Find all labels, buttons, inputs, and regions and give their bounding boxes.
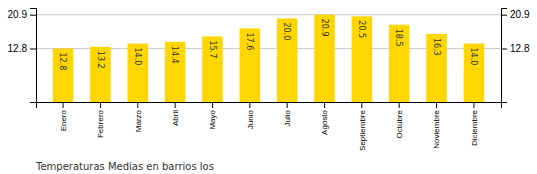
tick-mark xyxy=(501,15,507,16)
data-label: 14.0 xyxy=(133,48,142,66)
tick-mark xyxy=(137,102,138,108)
tick: Agosto xyxy=(320,102,329,135)
title: Temperaturas Medias en barrios los xyxy=(35,161,214,172)
bar xyxy=(426,34,447,102)
data-label: 20.9 xyxy=(320,19,329,37)
y-axis-right: 12.8 20.9 xyxy=(501,9,530,103)
y-axis: 12.8 20.9 xyxy=(8,9,37,103)
bar xyxy=(352,16,373,102)
tick-mark xyxy=(361,102,362,108)
bar xyxy=(240,28,261,102)
tick-label: 20.9 xyxy=(510,9,530,20)
data-label: 20.5 xyxy=(357,20,366,38)
tick: Julio xyxy=(283,102,292,126)
tick: 12.8 xyxy=(501,43,530,54)
data-label: 12.8 xyxy=(58,53,67,71)
tick-label: 20.9 xyxy=(8,9,28,20)
bar xyxy=(314,15,335,102)
tick-label: Septiembre xyxy=(358,109,367,150)
tick-mark xyxy=(100,102,101,108)
data-labels: 12.8 13.2 14.0 14.4 15.7 17.6 20.0 20.9 20.5 18.5… xyxy=(58,19,478,71)
tick-label: Abril xyxy=(171,110,180,126)
tick-label: Agosto xyxy=(320,109,329,134)
bar xyxy=(128,44,149,102)
data-label: 13.2 xyxy=(96,51,105,69)
data-label: 18.5 xyxy=(394,29,403,47)
tick: Octubre xyxy=(395,102,404,138)
tick-mark xyxy=(473,102,474,108)
tick: 12.8 xyxy=(8,43,36,54)
tick-mark xyxy=(63,102,64,108)
bar xyxy=(389,25,410,102)
axis-line xyxy=(30,9,37,103)
data-label: 14.4 xyxy=(170,46,179,64)
tick-label: Mayo xyxy=(208,109,217,129)
tick-label: Febrero xyxy=(96,109,105,138)
tick: Junio xyxy=(246,102,255,129)
tick: Febrero xyxy=(96,102,105,138)
tick: 20.9 xyxy=(8,9,36,20)
tick: Noviembre xyxy=(432,102,441,149)
x-axis: Enero Febrero Marzo Abril Mayo Junio Julio Agos… xyxy=(37,102,502,151)
tick: 20.9 xyxy=(501,9,530,20)
tick: Abril xyxy=(171,102,180,126)
bar xyxy=(165,42,186,102)
tick: Enero xyxy=(59,102,68,131)
tick-label: Julio xyxy=(283,109,292,126)
bar xyxy=(464,44,485,102)
chart: 12.8 13.2 14.0 14.4 15.7 17.6 20.0 20.9 20.5 18.5… xyxy=(0,0,537,174)
tick: Mayo xyxy=(208,102,217,130)
bar xyxy=(277,18,298,102)
data-label: 17.6 xyxy=(245,32,254,50)
tick-mark xyxy=(30,49,36,50)
tick-label: 12.8 xyxy=(510,43,530,54)
data-label: 15.7 xyxy=(208,40,217,58)
bars xyxy=(53,15,484,102)
bar xyxy=(53,49,74,102)
axis-line xyxy=(37,103,502,109)
tick-mark xyxy=(212,102,213,108)
bar xyxy=(202,36,223,102)
tick-label: Octubre xyxy=(395,109,404,138)
data-label: 16.3 xyxy=(432,38,441,56)
data-label: 14.0 xyxy=(469,48,478,66)
tick-label: Noviembre xyxy=(432,109,441,148)
tick-label: 12.8 xyxy=(8,43,28,54)
axis-line xyxy=(502,9,508,103)
tick-label: Diciembre xyxy=(470,109,479,146)
tick-mark xyxy=(30,15,36,16)
tick-mark xyxy=(287,102,288,108)
tick-mark xyxy=(436,102,437,108)
tick-label: Marzo xyxy=(134,109,143,132)
tick-label: Enero xyxy=(59,109,68,131)
bar xyxy=(90,47,111,102)
tick-mark xyxy=(501,49,507,50)
tick-mark xyxy=(324,102,325,108)
plot: 12.8 13.2 14.0 14.4 15.7 17.6 20.0 20.9 20.5 18.5… xyxy=(8,9,530,151)
tick-mark xyxy=(399,102,400,108)
tick-mark xyxy=(249,102,250,108)
tick: Septiembre xyxy=(358,102,367,151)
tick: Marzo xyxy=(134,102,143,132)
tick: Diciembre xyxy=(470,102,479,146)
tick-mark xyxy=(175,102,176,108)
data-label: 20.0 xyxy=(282,22,291,40)
grid-line xyxy=(36,14,501,15)
tick-label: Junio xyxy=(246,109,255,129)
